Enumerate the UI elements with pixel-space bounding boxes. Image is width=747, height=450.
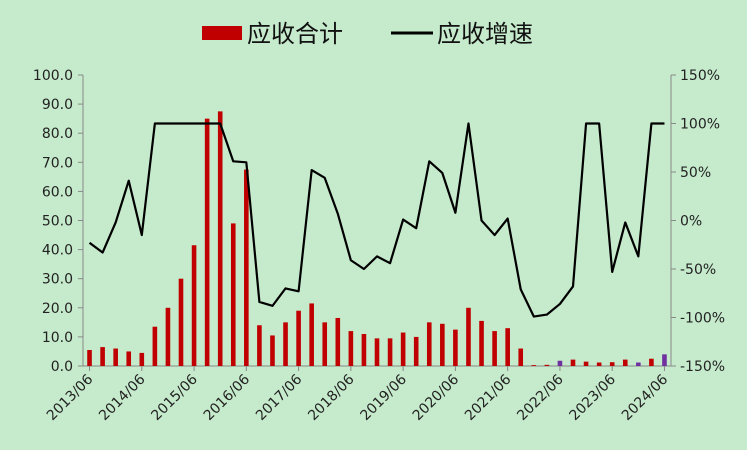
bar [139,352,145,366]
bar [244,169,249,366]
y-tick-label: 10.0 [42,330,73,346]
bar [426,322,432,366]
bar [466,307,471,366]
bar [557,360,563,366]
x-tick-label: 2023/06 [567,371,620,424]
tick-labels: 100.0 90.0 80.0 70.0 60.0 50.0 40.0 30.0 20.0 10.… [33,68,725,424]
x-tick-label: 2017/06 [253,371,306,424]
x-tick-label: 2018/06 [305,371,358,424]
y-tick-label: 30.0 [42,272,73,288]
y-tick-label: 90.0 [42,97,73,113]
x-tick-label: 2022/06 [514,371,567,424]
bar [649,358,654,366]
y2-tick-label: 150% [680,68,720,84]
x-tick-label: 2014/06 [96,371,149,424]
y-tick-label: 80.0 [42,126,73,142]
line-series [88,122,665,318]
bar [204,118,210,367]
y2-tick-label: -50% [680,262,716,278]
bar [348,331,354,366]
growth-line [88,122,665,318]
bar [583,361,589,366]
bar [152,326,158,366]
bar [636,362,641,366]
bar [570,359,576,366]
bar [531,365,537,366]
bar [440,323,445,366]
bar [165,307,171,366]
bar [387,338,393,366]
legend-bar-label: 应收合计 [247,20,343,48]
x-tick-label: 2019/06 [358,371,411,424]
y-tick-label: 40.0 [42,243,73,259]
bar [230,223,236,366]
bar [361,333,367,366]
bar [544,364,550,366]
bar [662,354,667,366]
bar [309,303,314,366]
bar [113,348,118,366]
bar [505,328,510,366]
bar [518,348,524,366]
legend-bar-swatch [202,26,242,40]
bar [413,336,419,366]
bar [257,325,262,366]
bar [296,310,301,366]
legend-line-label: 应收增速 [437,20,533,48]
bar [374,338,380,366]
y2-tick-label: 100% [680,117,720,133]
y2-tick-label: -150% [680,359,725,375]
y-tick-label: 60.0 [42,184,73,200]
y-tick-label: 20.0 [42,301,73,317]
x-tick-label: 2020/06 [410,371,463,424]
x-tick-label: 2024/06 [619,371,672,424]
bar [596,362,602,366]
bar [126,351,132,366]
bar [283,322,288,366]
bar [622,359,628,366]
bar [479,320,484,366]
bar [217,111,223,366]
y2-tick-label: 0% [680,214,702,230]
y-tick-label: 0.0 [51,359,73,375]
bar [400,332,406,366]
bar [87,349,92,366]
bar [191,245,197,366]
bar [609,362,615,366]
x-tick-label: 2015/06 [148,371,201,424]
bar [100,347,105,366]
bar [322,322,328,366]
bar [335,317,341,366]
bar [178,278,184,366]
bar [270,335,275,366]
bar [492,331,497,366]
bar-series [87,111,667,367]
bar [453,329,458,366]
y2-tick-label: 50% [680,165,711,181]
legend: 应收合计 应收增速 [202,20,533,48]
x-tick-label: 2021/06 [462,371,515,424]
x-tick-label: 2013/06 [44,371,97,424]
x-tick-label: 2016/06 [201,371,254,424]
y-tick-label: 70.0 [42,155,73,171]
y2-tick-label: -100% [680,311,725,327]
y-tick-label: 100.0 [33,68,73,84]
y-tick-label: 50.0 [42,214,73,230]
